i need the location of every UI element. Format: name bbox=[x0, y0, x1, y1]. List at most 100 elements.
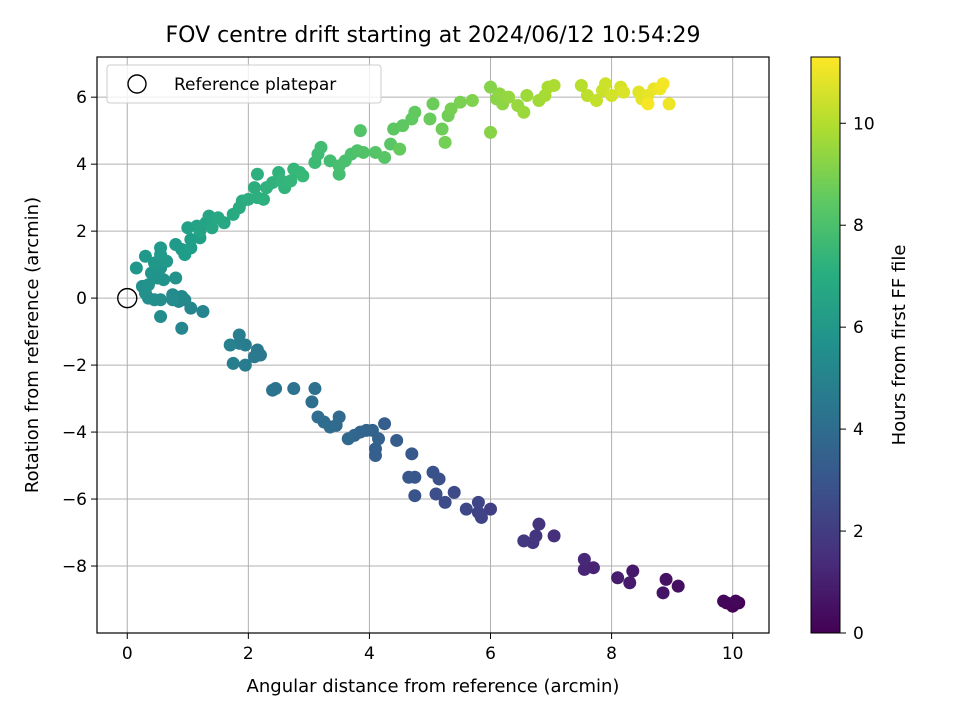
data-point bbox=[426, 465, 440, 479]
colorbar: 0 2 4 6 8 10 Hours from first FF file bbox=[810, 56, 910, 644]
data-point bbox=[617, 85, 631, 99]
data-point bbox=[232, 328, 246, 342]
data-point bbox=[438, 495, 452, 509]
y-tick-label: 2 bbox=[76, 222, 87, 242]
colorbar-tick-label: 8 bbox=[853, 216, 864, 236]
data-point bbox=[459, 502, 473, 516]
data-point bbox=[729, 594, 743, 608]
data-point bbox=[471, 495, 485, 509]
data-point bbox=[341, 432, 355, 446]
data-point bbox=[547, 78, 561, 92]
y-tick-label: −8 bbox=[62, 557, 87, 577]
x-tick-label: 0 bbox=[122, 644, 133, 664]
data-point bbox=[393, 142, 407, 156]
data-point bbox=[671, 579, 685, 593]
data-point bbox=[438, 135, 452, 149]
x-tick-label: 4 bbox=[364, 644, 375, 664]
y-tick-label: −4 bbox=[62, 423, 87, 443]
x-tick-label: 6 bbox=[485, 644, 496, 664]
data-point bbox=[396, 119, 410, 133]
plot-frame bbox=[96, 56, 770, 634]
colorbar-tick-label: 2 bbox=[853, 522, 864, 542]
data-point bbox=[378, 150, 392, 164]
colorbar-gradient bbox=[810, 56, 841, 634]
data-point bbox=[275, 174, 289, 188]
colorbar-tick-label: 6 bbox=[853, 318, 864, 338]
data-point bbox=[166, 293, 180, 307]
colorbar-tick-label: 4 bbox=[853, 420, 864, 440]
data-point bbox=[129, 261, 143, 275]
data-point bbox=[429, 487, 443, 501]
legend-entry-reference: Reference platepar bbox=[174, 75, 336, 95]
data-point bbox=[484, 502, 498, 516]
data-point bbox=[484, 80, 498, 94]
data-point bbox=[605, 89, 619, 103]
data-point bbox=[444, 102, 458, 116]
data-point bbox=[474, 510, 488, 524]
data-point bbox=[517, 534, 531, 548]
data-point bbox=[196, 305, 210, 319]
data-point bbox=[154, 241, 168, 255]
chart-title: FOV centre drift starting at 2024/06/12 … bbox=[166, 23, 701, 48]
legend-marker-reference bbox=[127, 74, 147, 94]
x-tick-label: 10 bbox=[722, 644, 744, 664]
x-axis-label: Angular distance from reference (arcmin) bbox=[247, 676, 620, 697]
data-point bbox=[238, 358, 252, 372]
data-point bbox=[353, 124, 367, 138]
data-point bbox=[390, 433, 404, 447]
data-point bbox=[717, 594, 731, 608]
y-tick-label: −2 bbox=[62, 356, 87, 376]
y-axis-ticks: −8 −6 −4 −2 0 2 4 6 bbox=[62, 88, 97, 577]
x-tick-label: 2 bbox=[243, 644, 254, 664]
data-point bbox=[154, 310, 168, 324]
data-point bbox=[287, 382, 301, 396]
data-point bbox=[502, 90, 516, 104]
data-point bbox=[532, 517, 546, 531]
data-point bbox=[266, 383, 280, 397]
colorbar-ticks: 0 2 4 6 8 10 bbox=[840, 114, 875, 644]
data-point bbox=[205, 221, 219, 235]
legend: Reference platepar bbox=[106, 64, 382, 104]
data-point bbox=[314, 140, 328, 154]
data-point bbox=[308, 382, 322, 396]
data-point bbox=[247, 350, 261, 364]
y-axis-label: Rotation from reference (arcmin) bbox=[22, 197, 43, 493]
data-point bbox=[138, 249, 152, 263]
data-point bbox=[574, 78, 588, 92]
data-point bbox=[435, 122, 449, 136]
data-point bbox=[577, 552, 591, 566]
data-point bbox=[517, 105, 531, 119]
data-point bbox=[250, 167, 264, 181]
data-point bbox=[626, 564, 640, 578]
data-point bbox=[599, 77, 613, 91]
data-point bbox=[641, 97, 655, 111]
y-tick-label: 6 bbox=[76, 88, 87, 108]
data-point bbox=[405, 447, 419, 461]
data-point bbox=[368, 442, 382, 456]
data-points bbox=[129, 77, 746, 613]
y-tick-label: 4 bbox=[76, 155, 87, 175]
data-point bbox=[402, 470, 416, 484]
data-point bbox=[484, 125, 498, 139]
data-point bbox=[447, 485, 461, 499]
data-point bbox=[141, 278, 155, 292]
data-point bbox=[305, 395, 319, 409]
colorbar-label: Hours from first FF file bbox=[889, 245, 910, 446]
data-point bbox=[426, 97, 440, 111]
data-point bbox=[423, 112, 437, 126]
data-point bbox=[611, 571, 625, 585]
data-point bbox=[356, 145, 370, 159]
data-point bbox=[211, 211, 225, 225]
data-point bbox=[169, 271, 183, 285]
x-tick-label: 8 bbox=[606, 644, 617, 664]
y-tick-label: −6 bbox=[62, 490, 87, 510]
grid-lines bbox=[97, 57, 769, 633]
data-point bbox=[547, 529, 561, 543]
y-tick-label: 0 bbox=[76, 289, 87, 309]
legend-box bbox=[106, 64, 382, 104]
data-point bbox=[453, 95, 467, 109]
data-point bbox=[223, 338, 237, 352]
data-point bbox=[256, 192, 270, 206]
data-point bbox=[193, 224, 207, 238]
